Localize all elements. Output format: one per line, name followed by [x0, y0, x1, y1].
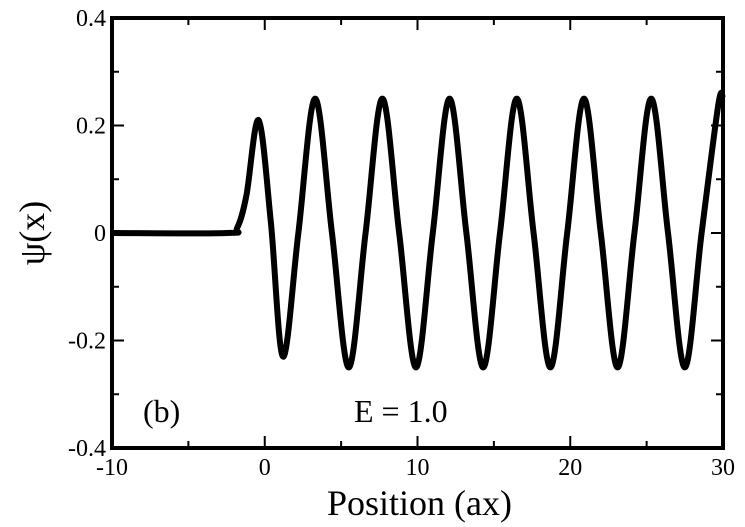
x-tick-label: 30: [711, 455, 735, 481]
y-axis-label: ψ(x): [12, 201, 52, 266]
x-tick-label: 20: [558, 455, 582, 481]
x-tick-label: 10: [406, 455, 430, 481]
x-tick-label: -10: [96, 455, 128, 481]
y-tick-label: 0.4: [76, 6, 106, 32]
energy-annotation: E = 1.0: [354, 393, 448, 429]
x-axis-label: Position (ax): [327, 483, 512, 523]
series-line-0: [111, 89, 726, 371]
y-tick-label: -0.4: [68, 436, 106, 462]
x-tick-label: 0: [259, 455, 271, 481]
y-tick-label: -0.2: [68, 329, 106, 355]
y-tick-label: 0.2: [76, 114, 106, 140]
y-tick-label: 0: [94, 221, 106, 247]
panel-label: (b): [143, 393, 180, 429]
